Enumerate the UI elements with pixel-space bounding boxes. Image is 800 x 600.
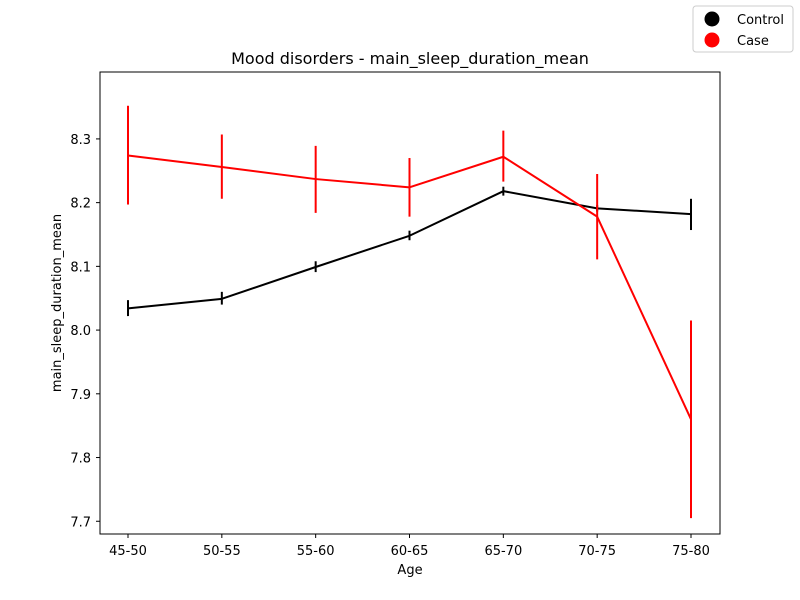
legend-marker-case	[704, 32, 720, 48]
y-tick-label: 8.2	[70, 197, 91, 212]
legend-label-control: Control	[737, 13, 784, 28]
x-tick-label: 75-80	[672, 544, 710, 559]
y-tick-label: 8.0	[70, 324, 91, 339]
data-point-control	[315, 266, 317, 268]
x-axis-label: Age	[397, 563, 422, 578]
data-point-case	[690, 418, 692, 420]
y-axis-label: main_sleep_duration_mean	[50, 214, 65, 392]
data-point-case	[221, 166, 223, 168]
data-point-control	[502, 190, 504, 192]
data-point-control	[127, 307, 129, 309]
x-tick-label: 50-55	[203, 544, 241, 559]
x-tick-label: 45-50	[109, 544, 147, 559]
data-point-control	[221, 298, 223, 300]
x-tick-label: 65-70	[484, 544, 522, 559]
y-tick-label: 7.9	[70, 388, 91, 403]
data-point-case	[315, 178, 317, 180]
data-point-case	[127, 154, 129, 156]
data-point-case	[596, 216, 598, 218]
series-case	[127, 105, 692, 519]
axes-frame	[99, 71, 721, 535]
x-tick-label: 70-75	[578, 544, 616, 559]
legend-marker-control	[704, 11, 720, 27]
plot-layer	[127, 105, 692, 519]
data-point-control	[690, 213, 692, 215]
x-tick-label: 60-65	[391, 544, 429, 559]
chart-title: Mood disorders - main_sleep_duration_mea…	[231, 49, 589, 69]
legend-label-case: Case	[737, 34, 769, 49]
legend: Control Case	[692, 5, 794, 53]
y-tick-label: 7.7	[70, 515, 91, 530]
data-point-case	[502, 156, 504, 158]
y-axis-ticks: 7.7 7.8 7.9 8.0 8.1 8.2 8.3	[70, 133, 100, 530]
x-tick-label: 55-60	[297, 544, 335, 559]
data-point-case	[409, 186, 410, 188]
data-point-control	[409, 235, 410, 237]
y-tick-label: 7.8	[70, 452, 91, 467]
x-axis-ticks: 45-50 50-55 55-60 60-65 65-70 70-75 75-80	[109, 534, 710, 559]
y-tick-label: 8.3	[70, 133, 91, 148]
y-tick-label: 8.1	[70, 260, 91, 275]
